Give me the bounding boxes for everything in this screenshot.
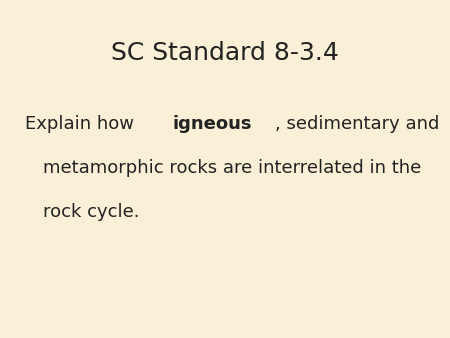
Text: , sedimentary and: , sedimentary and: [275, 115, 440, 133]
Text: metamorphic rocks are interrelated in the: metamorphic rocks are interrelated in th…: [43, 159, 421, 177]
Text: SC Standard 8-3.4: SC Standard 8-3.4: [111, 41, 339, 65]
Text: Explain how: Explain how: [25, 115, 140, 133]
Text: igneous: igneous: [173, 115, 252, 133]
Text: rock cycle.: rock cycle.: [43, 203, 139, 221]
